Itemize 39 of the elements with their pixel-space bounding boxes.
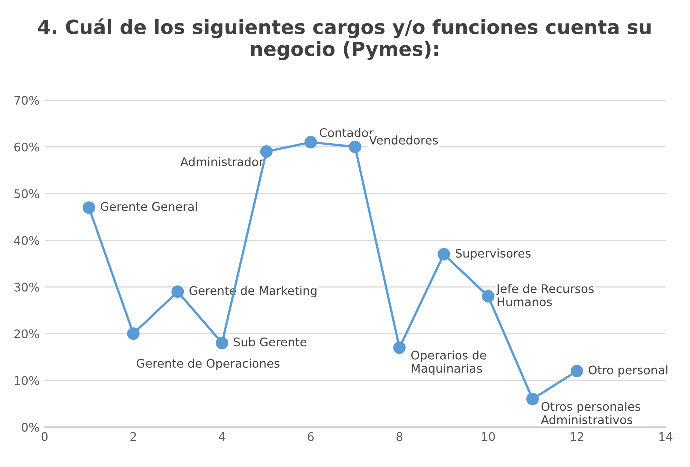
annotation: Jefe de Recursos Humanos [496,284,594,307]
annotation: Otro personal [588,366,668,377]
x-tick-label: 0 [42,432,48,442]
annotation: Gerente de Operaciones [137,358,280,370]
point [260,146,273,158]
point [349,140,362,154]
x-tick-label: 12 [570,432,584,442]
y-tick-label: 20% [14,330,40,339]
annotation: Operarios de Maquinarias [411,350,486,376]
y-tick-label: 60% [14,142,40,152]
y-tick-label: 70% [14,96,40,106]
y-tick-label: 0% [22,423,40,432]
point [570,365,584,378]
annotation: Otros personales Administrativos [541,402,641,424]
point [393,342,406,354]
annotation: Contador [320,128,374,138]
point [216,336,229,350]
point [304,136,318,149]
point [526,393,540,406]
point [438,248,450,261]
x-tick-label: 2 [130,432,136,442]
x-tick-label: 10 [482,432,496,442]
y-tick-label: 40% [14,236,40,246]
point [172,286,184,298]
point [82,202,96,214]
x-tick-label: 6 [308,432,314,442]
chart-title: 4. Cuál de los siguientes cargos y/o funciones cuenta su negocio (Pymes): [38,18,651,60]
annotation: Sub Gerente [234,338,307,347]
y-tick-label: 30% [14,282,40,292]
y-tick-label: 50% [14,190,40,198]
point [482,290,495,303]
y-tick-label: 10% [15,376,40,386]
annotation: Supervisores [456,248,531,260]
point [127,328,140,340]
annotation: Vendedores [369,136,438,145]
x-tick-label: 4 [219,432,226,442]
x-tick-label: 14 [660,432,673,442]
x-tick-label: 8 [396,432,403,442]
annotation: Gerente General [100,202,198,212]
